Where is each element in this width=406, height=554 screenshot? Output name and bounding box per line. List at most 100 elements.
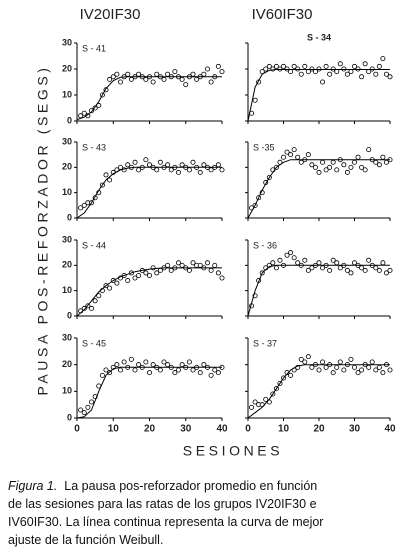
data-point (154, 167, 160, 173)
data-point (197, 370, 203, 376)
data-point (114, 71, 120, 77)
data-point (219, 167, 225, 173)
y-tick-label: 30 (62, 37, 72, 47)
data-point (344, 169, 350, 175)
data-point (208, 79, 214, 85)
data-point (186, 359, 192, 365)
panel-label: S - 45 (82, 338, 106, 348)
data-point (201, 71, 207, 77)
data-point (330, 159, 336, 165)
data-point (369, 359, 375, 365)
data-point (114, 280, 120, 286)
data-point (359, 74, 365, 80)
data-point (118, 367, 124, 373)
data-point (355, 154, 361, 160)
y-tick-label: 10 (62, 187, 72, 197)
data-point (81, 305, 87, 311)
data-point (165, 362, 171, 368)
data-point (107, 285, 113, 291)
data-point (305, 152, 311, 158)
data-point (161, 76, 167, 82)
data-point (320, 159, 326, 165)
data-point (204, 66, 210, 72)
data-point (387, 367, 393, 373)
data-point (355, 370, 361, 376)
data-point (183, 82, 189, 88)
data-point (380, 56, 386, 62)
data-point (125, 71, 131, 77)
caption-text: La pausa pos-reforzador promedio en func… (64, 479, 318, 493)
data-point (348, 164, 354, 170)
caption: Figura 1. La pausa pos-reforzador promed… (8, 477, 403, 549)
data-point (143, 270, 149, 276)
data-point (208, 372, 214, 378)
data-point (121, 359, 127, 365)
data-point (103, 367, 109, 373)
data-point (215, 270, 221, 276)
data-point (359, 367, 365, 373)
data-point (215, 63, 221, 69)
data-point (359, 164, 365, 170)
y-tick-label: 20 (62, 63, 72, 73)
data-point (383, 270, 389, 276)
data-point (212, 367, 218, 373)
data-point (103, 172, 109, 178)
data-point (387, 74, 393, 80)
column-title: IV60IF30 (252, 6, 313, 23)
data-point (373, 367, 379, 373)
data-point (284, 370, 290, 376)
data-point (334, 364, 340, 370)
data-point (78, 407, 84, 413)
y-tick-label: 0 (67, 310, 72, 320)
data-point (136, 71, 142, 77)
caption-line: de las sesiones para las ratas de los gr… (8, 497, 317, 511)
data-point (204, 260, 210, 266)
data-point (96, 293, 102, 299)
fit-curve (247, 264, 390, 317)
x-tick-label: 40 (216, 424, 228, 435)
data-point (280, 63, 286, 69)
data-point (78, 205, 84, 211)
panel-label: S -35 (253, 142, 275, 152)
column-title: IV20IF30 (80, 6, 141, 23)
x-tick-label: 0 (245, 424, 251, 435)
panel-label: S - 37 (253, 338, 277, 348)
y-tick-label: 30 (62, 234, 72, 244)
data-point (128, 356, 134, 362)
x-axis-label: SESIONES (183, 443, 283, 459)
data-point (136, 272, 142, 278)
data-point (288, 152, 294, 158)
y-tick-label: 30 (62, 136, 72, 146)
data-point (309, 364, 315, 370)
data-point (146, 272, 152, 278)
data-point (366, 147, 372, 153)
caption-line: IV60IF30. La línea continua representa l… (8, 515, 324, 529)
y-tick-label: 0 (67, 212, 72, 222)
data-point (110, 74, 116, 80)
data-point (288, 372, 294, 378)
x-tick-label: 20 (313, 424, 325, 435)
data-point (92, 298, 98, 304)
data-point (179, 76, 185, 82)
data-point (305, 354, 311, 360)
data-point (277, 257, 283, 263)
data-point (263, 66, 269, 72)
data-point (305, 267, 311, 273)
data-point (316, 367, 322, 373)
data-point (154, 270, 160, 276)
data-point (215, 162, 221, 168)
data-point (280, 154, 286, 160)
data-point (362, 167, 368, 173)
data-point (125, 278, 131, 284)
data-point (284, 149, 290, 155)
data-point (323, 167, 329, 173)
data-point (125, 162, 131, 168)
data-point (89, 399, 95, 405)
data-point (252, 399, 258, 405)
data-point (186, 167, 192, 173)
fit-curve (76, 267, 222, 317)
data-point (302, 63, 308, 69)
data-point (252, 97, 258, 103)
data-point (165, 162, 171, 168)
data-point (81, 110, 87, 116)
